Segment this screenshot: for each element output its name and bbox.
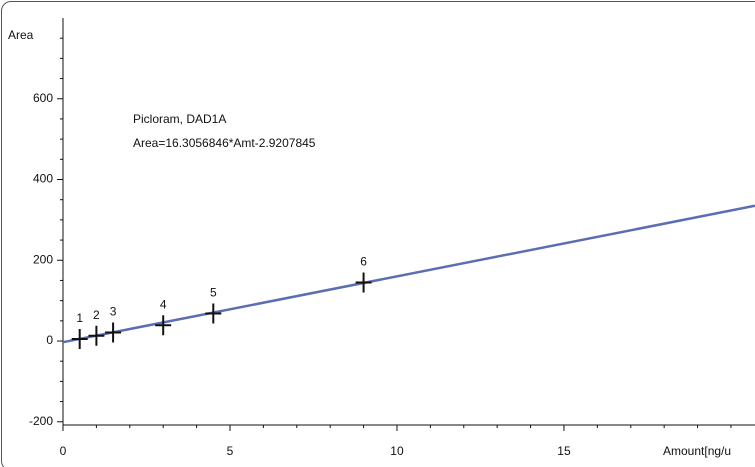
point xyxy=(88,325,105,346)
y-tick-label: 0 xyxy=(46,333,53,347)
y-axis-label: Area xyxy=(8,28,34,42)
point xyxy=(105,322,122,343)
x-tick-label: 10 xyxy=(390,444,404,458)
annotation: Area=16.3056846*Amt-2.9207845 xyxy=(133,136,316,150)
point-label: 6 xyxy=(360,255,367,269)
point xyxy=(155,315,172,336)
y-tick-label: 600 xyxy=(33,91,53,105)
x-tick-label: 15 xyxy=(557,444,571,458)
point xyxy=(71,328,88,349)
annotation: Picloram, DAD1A xyxy=(133,112,226,126)
point-label: 1 xyxy=(76,311,83,325)
y-tick-label: -200 xyxy=(29,414,53,428)
x-tick-label: 5 xyxy=(227,444,234,458)
fit-line xyxy=(62,204,755,344)
y-tick-label: 400 xyxy=(33,172,53,186)
point-label: 3 xyxy=(110,305,117,319)
point-label: 4 xyxy=(160,297,167,311)
x-tick-label: 0 xyxy=(60,444,67,458)
point xyxy=(355,272,372,293)
point xyxy=(205,303,222,324)
x-axis-label: Amount[ng/u xyxy=(663,444,731,458)
point-label: 2 xyxy=(93,308,100,322)
point-label: 5 xyxy=(210,286,217,300)
y-tick-label: 200 xyxy=(33,252,53,266)
